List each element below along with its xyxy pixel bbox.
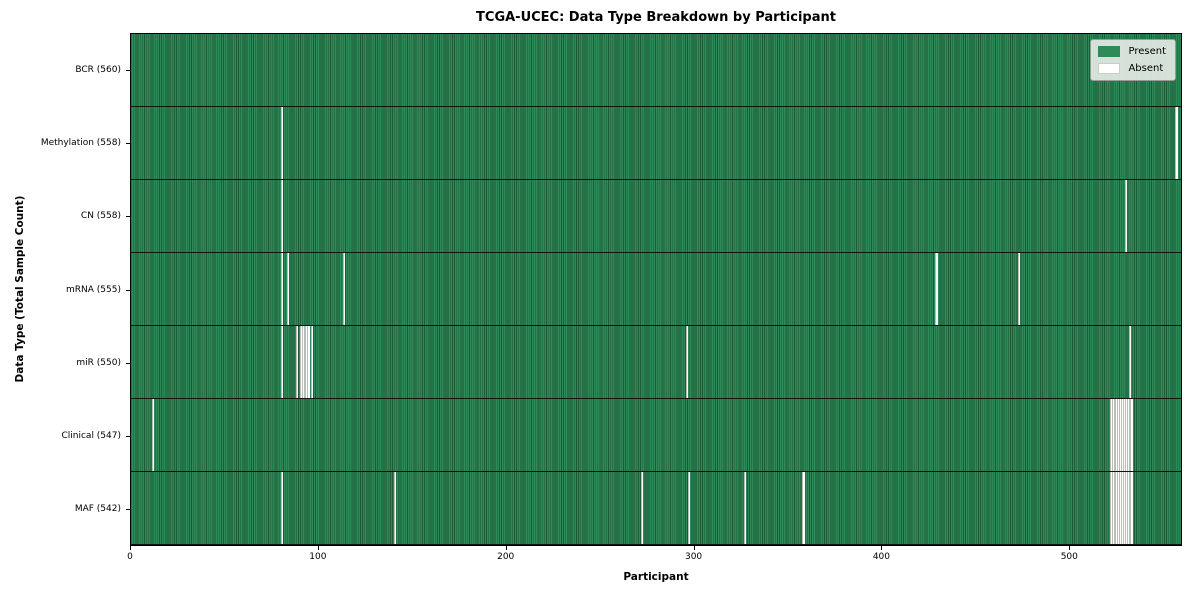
y-tick-label: miR (550) xyxy=(76,357,121,368)
y-tick-mark xyxy=(126,436,130,438)
y-tick-mark xyxy=(126,142,130,144)
y-tick-mark xyxy=(126,216,130,218)
absent-stripe xyxy=(1128,399,1131,471)
absent-stripe xyxy=(311,326,314,398)
absent-stripe xyxy=(1128,326,1131,398)
absent-stripe xyxy=(1121,399,1124,471)
plot-area: Present Absent xyxy=(130,33,1182,546)
heatmap-row-methylation xyxy=(131,107,1181,180)
absent-stripe xyxy=(744,472,747,544)
absent-stripe xyxy=(1119,399,1122,471)
absent-stripe xyxy=(286,253,289,325)
heatmap-row-bcr xyxy=(131,34,1181,107)
y-tick-label: CN (558) xyxy=(80,211,121,222)
absent-stripe xyxy=(299,326,303,398)
absent-stripe xyxy=(1117,399,1120,471)
absent-stripe xyxy=(1113,399,1116,471)
absent-stripe xyxy=(1111,472,1114,544)
absent-stripe xyxy=(1124,180,1128,252)
y-tick-label: BCR (560) xyxy=(75,64,121,75)
heatmap-row-cn xyxy=(131,180,1181,253)
x-tick-mark xyxy=(317,546,319,550)
x-tick-label: 100 xyxy=(309,552,327,562)
absent-stripe xyxy=(151,399,154,471)
y-tick-label: mRNA (555) xyxy=(66,284,121,295)
absent-stripe xyxy=(641,472,644,544)
absent-stripe xyxy=(393,472,396,544)
absent-stripe xyxy=(1128,472,1131,544)
y-tick-mark xyxy=(126,362,130,364)
y-tick-label: MAF (542) xyxy=(74,504,121,515)
absent-stripe xyxy=(281,107,284,179)
x-tick-mark xyxy=(693,546,695,550)
absent-stripe xyxy=(686,326,689,398)
heatmap-row-mir xyxy=(131,326,1181,399)
x-tick-mark xyxy=(130,546,131,550)
absent-stripe xyxy=(802,472,805,544)
y-tick-mark xyxy=(126,69,130,71)
x-tick-mark xyxy=(1069,546,1071,550)
absent-stripe xyxy=(281,180,284,252)
absent-swatch-icon xyxy=(1098,63,1121,74)
absent-stripe xyxy=(281,326,284,398)
x-tick-label: 0 xyxy=(127,552,133,562)
absent-stripe xyxy=(307,326,310,398)
x-tick-mark xyxy=(881,546,883,550)
legend-label-absent: Absent xyxy=(1128,63,1164,74)
heatmap-row-clinical xyxy=(131,399,1181,472)
absent-stripe xyxy=(935,253,938,325)
absent-stripe xyxy=(1124,472,1128,544)
x-tick-label: 500 xyxy=(1060,552,1078,562)
absent-stripe xyxy=(1126,399,1129,471)
legend-entry-present: Present xyxy=(1098,46,1166,57)
absent-stripe xyxy=(281,253,284,325)
x-axis: 0 100 200 300 400 500 xyxy=(127,546,1182,576)
absent-stripe xyxy=(1121,472,1124,544)
legend-label-present: Present xyxy=(1128,46,1166,57)
x-axis-label: Participant xyxy=(623,571,689,583)
absent-stripe xyxy=(1113,472,1116,544)
absent-stripe xyxy=(1109,472,1113,544)
absent-stripe xyxy=(1130,472,1133,544)
heatmap-row-mrna xyxy=(131,253,1181,326)
absent-stripe xyxy=(303,326,306,398)
heatmap-row-maf xyxy=(131,472,1181,545)
y-tick-mark xyxy=(126,509,130,511)
y-tick-label: Clinical (547) xyxy=(61,431,121,442)
absent-stripe xyxy=(1109,399,1113,471)
y-tick-mark xyxy=(126,289,130,291)
absent-stripe xyxy=(296,326,299,398)
absent-stripe xyxy=(1124,399,1128,471)
absent-stripe xyxy=(281,472,284,544)
y-tick-label: Methylation (558) xyxy=(40,137,121,148)
x-tick-label: 200 xyxy=(497,552,515,562)
x-tick-mark xyxy=(505,546,507,550)
absent-stripe xyxy=(1126,472,1129,544)
absent-stripe xyxy=(305,326,308,398)
absent-stripe xyxy=(1017,253,1021,325)
x-tick-label: 400 xyxy=(872,552,891,562)
absent-stripe xyxy=(1122,472,1126,544)
chart-title: TCGA-UCEC: Data Type Breakdown by Partic… xyxy=(476,10,836,25)
legend: Present Absent xyxy=(1090,39,1176,81)
x-tick-label: 300 xyxy=(684,552,703,562)
absent-stripe xyxy=(1111,399,1114,471)
absent-stripe xyxy=(1115,399,1118,471)
absent-stripe xyxy=(1175,107,1178,179)
absent-stripe xyxy=(1115,472,1118,544)
absent-stripe xyxy=(342,253,346,325)
present-swatch-icon xyxy=(1098,46,1121,57)
absent-stripe xyxy=(1130,399,1133,471)
absent-stripe xyxy=(1119,472,1122,544)
absent-stripe xyxy=(301,326,304,398)
legend-entry-absent: Absent xyxy=(1098,63,1166,74)
y-axis: BCR (560) Methylation (558) CN (558) mRNA (… xyxy=(0,33,130,546)
absent-stripe xyxy=(687,472,691,544)
absent-stripe xyxy=(1117,472,1120,544)
absent-stripe xyxy=(1122,399,1126,471)
